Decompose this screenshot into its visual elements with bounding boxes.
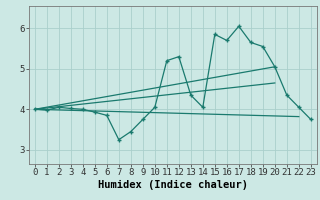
X-axis label: Humidex (Indice chaleur): Humidex (Indice chaleur) [98, 180, 248, 190]
